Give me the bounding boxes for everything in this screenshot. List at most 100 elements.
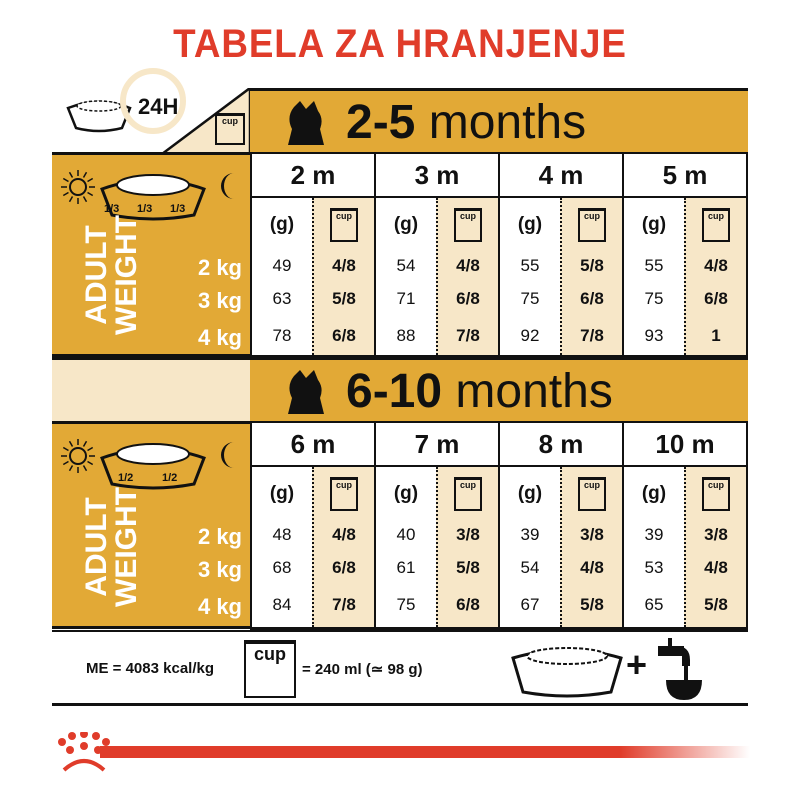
cup-icon: cup bbox=[330, 208, 358, 242]
grams-value: 54 bbox=[396, 256, 416, 275]
cups-value: 5/8 bbox=[332, 289, 356, 308]
cup-equivalence: = 240 ml (≃ 98 g) bbox=[302, 661, 423, 678]
cups-column: cup 3/8 4/8 5/8 bbox=[684, 467, 746, 627]
grams-value: 88 bbox=[396, 326, 416, 345]
grams-header: (g) bbox=[641, 214, 667, 235]
cup-icon-label: cup bbox=[253, 644, 286, 664]
cups-value: 6/8 bbox=[332, 558, 356, 577]
weight-label: 2 kg bbox=[197, 524, 242, 549]
grams-value: 55 bbox=[644, 256, 664, 275]
cups-value: 3/8 bbox=[456, 525, 480, 544]
grams-value: 63 bbox=[272, 289, 292, 308]
weight-panel-1: 1/2 1/2 ADULT WEIGHT 2 kg 3 kg 4 kg bbox=[52, 421, 250, 629]
month-label: 5 m bbox=[624, 154, 748, 196]
month-column: (g) 39 53 65 cup 3/8 4/8 5/8 bbox=[624, 467, 748, 627]
cups-value: 6/8 bbox=[456, 289, 480, 308]
grams-column: (g) 39 54 67 bbox=[500, 467, 560, 627]
month-column: (g) 54 71 88 cup 4/8 6/8 7/8 bbox=[376, 198, 500, 355]
food-bowl-icon bbox=[100, 443, 206, 490]
cups-value: 7/8 bbox=[456, 326, 480, 345]
section-2-left-band bbox=[52, 357, 250, 422]
energy-value: ME = 4083 kcal/kg bbox=[86, 660, 214, 677]
month-label: 10 m bbox=[624, 423, 748, 465]
grams-value: 39 bbox=[644, 525, 664, 544]
grams-value: 48 bbox=[272, 525, 292, 544]
grams-column: (g) 55 75 93 bbox=[624, 198, 684, 355]
grams-value: 75 bbox=[396, 595, 416, 614]
cups-value: 4/8 bbox=[456, 256, 480, 275]
weight-label: 3 kg bbox=[197, 288, 242, 313]
cups-value: 7/8 bbox=[332, 595, 356, 614]
grams-header: (g) bbox=[517, 483, 543, 504]
grams-header: (g) bbox=[269, 483, 295, 504]
month-column: (g) 55 75 93 cup 4/8 6/8 1 bbox=[624, 198, 748, 355]
weight-label: 3 kg bbox=[197, 557, 242, 582]
grams-value: 71 bbox=[396, 289, 416, 308]
weight-label: 4 kg bbox=[197, 594, 242, 619]
month-label: 8 m bbox=[500, 423, 624, 465]
cups-value: 4/8 bbox=[704, 558, 728, 577]
cup-icon: cup bbox=[244, 640, 296, 698]
grams-value: 53 bbox=[644, 558, 664, 577]
adult-weight-label: ADULT WEIGHT bbox=[80, 487, 143, 607]
cups-column: cup 4/8 6/8 7/8 bbox=[312, 467, 374, 627]
weight-panel-0: 1/3 1/3 1/3 ADULT WEIGHT 2 kg 3 kg 4 kg bbox=[52, 152, 250, 357]
royal-canin-crown-logo bbox=[58, 732, 110, 772]
cups-value: 1 bbox=[711, 326, 721, 345]
plus-sign: + bbox=[626, 644, 648, 685]
month-label: 2 m bbox=[250, 154, 376, 196]
grams-header: (g) bbox=[641, 483, 667, 504]
cups-column: cup 4/8 5/8 6/8 bbox=[312, 198, 374, 355]
feeding-grid: (g) 49 63 78 cup 4/8 5/8 6/8 (g) 54 71 88 cup … bbox=[250, 198, 748, 358]
daily-label: 24H bbox=[138, 94, 179, 119]
grams-value: 65 bbox=[644, 595, 664, 614]
age-band-1: 6-10 months bbox=[250, 357, 748, 421]
grams-value: 75 bbox=[520, 289, 540, 308]
weight-label: 4 kg bbox=[197, 325, 242, 350]
moon-icon bbox=[221, 173, 234, 199]
grams-value: 55 bbox=[520, 256, 540, 275]
cups-value: 3/8 bbox=[704, 525, 728, 544]
cups-value: 6/8 bbox=[704, 289, 728, 308]
grams-header: (g) bbox=[517, 214, 543, 235]
grams-header: (g) bbox=[393, 483, 419, 504]
clock-icon bbox=[120, 68, 186, 134]
weight-label: 2 kg bbox=[197, 255, 242, 280]
cup-icon: cup bbox=[215, 113, 245, 145]
meal-fraction: 1/2 bbox=[162, 472, 178, 484]
adult-weight-label: ADULT WEIGHT bbox=[80, 215, 143, 335]
month-label: 6 m bbox=[250, 423, 376, 465]
cup-icon: cup bbox=[330, 477, 358, 511]
grams-value: 39 bbox=[520, 525, 540, 544]
grams-column: (g) 48 68 84 bbox=[252, 467, 312, 627]
cup-icon: cup bbox=[454, 477, 482, 511]
month-column: (g) 40 61 75 cup 3/8 5/8 6/8 bbox=[376, 467, 500, 627]
grams-column: (g) 39 53 65 bbox=[624, 467, 684, 627]
grams-value: 92 bbox=[520, 326, 540, 345]
grams-column: (g) 54 71 88 bbox=[376, 198, 436, 355]
grams-column: (g) 40 61 75 bbox=[376, 467, 436, 627]
cups-value: 5/8 bbox=[456, 558, 480, 577]
feeding-grid: (g) 48 68 84 cup 4/8 6/8 7/8 (g) 40 61 75 cup … bbox=[250, 467, 748, 630]
puppy-icon bbox=[288, 101, 324, 145]
cups-value: 6/8 bbox=[580, 289, 604, 308]
cups-column: cup 4/8 6/8 1 bbox=[684, 198, 746, 355]
food-bowl-icon bbox=[100, 174, 206, 221]
footer: ME = 4083 kcal/kg cup = 240 ml (≃ 98 g) … bbox=[52, 630, 748, 706]
grams-column: (g) 49 63 78 bbox=[252, 198, 312, 355]
cups-value: 4/8 bbox=[704, 256, 728, 275]
month-label: 3 m bbox=[376, 154, 500, 196]
grams-value: 40 bbox=[396, 525, 416, 544]
cups-value: 4/8 bbox=[580, 558, 604, 577]
age-band-0: 2-5 months bbox=[250, 88, 748, 152]
meal-fraction: 1/3 bbox=[104, 203, 120, 215]
meal-fraction: 1/3 bbox=[170, 203, 186, 215]
cups-value: 6/8 bbox=[456, 595, 480, 614]
month-column: (g) 39 54 67 cup 3/8 4/8 5/8 bbox=[500, 467, 624, 627]
cups-column: cup 3/8 5/8 6/8 bbox=[436, 467, 498, 627]
cups-value: 5/8 bbox=[580, 256, 604, 275]
cups-value: 7/8 bbox=[580, 326, 604, 345]
grams-column: (g) 55 75 92 bbox=[500, 198, 560, 355]
